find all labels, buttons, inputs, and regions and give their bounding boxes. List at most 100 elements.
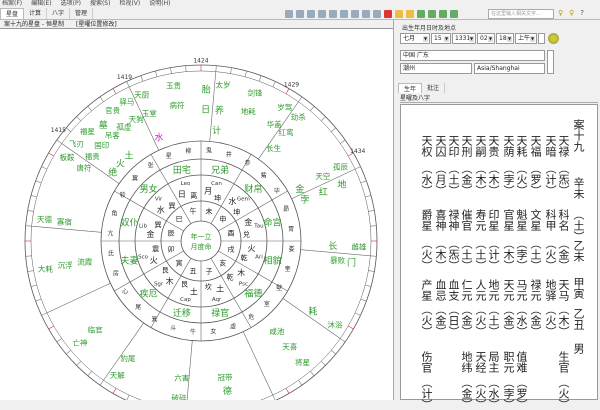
undo-icon[interactable] <box>395 10 403 18</box>
outer-star: 土 <box>124 150 133 162</box>
outer-star: 冠带 <box>217 373 232 382</box>
search-input[interactable]: 在这里输入相关文字... <box>488 9 554 19</box>
bazi-item: 案十九 <box>572 119 585 152</box>
palace-name: 相貌 <box>263 255 281 267</box>
zoom-out-icon[interactable] <box>428 10 436 18</box>
delete-icon[interactable] <box>384 10 392 18</box>
calculate-button[interactable] <box>548 33 559 44</box>
year-select[interactable]: 1331 ▼ <box>452 33 476 44</box>
star-name: 喜神 <box>434 209 447 231</box>
main-tabs: 星盘 计算 八字 管理 <box>0 8 600 20</box>
menu-options[interactable]: 选项(P) <box>60 0 81 7</box>
astrology-wheel[interactable]: 14241429143414191415Can月坤未兄弟Gem水坤申财帛Tau金… <box>0 29 394 400</box>
tab-notes[interactable]: 批注 <box>422 83 446 93</box>
degree-tick <box>27 210 34 212</box>
country-select[interactable]: 中国 广东 <box>400 50 545 61</box>
edit-positions-link[interactable]: [星曜位置修改] <box>75 21 117 28</box>
cut-icon[interactable] <box>362 10 370 18</box>
degree-tick <box>41 166 48 170</box>
tab-manage[interactable]: 管理 <box>70 8 94 19</box>
day-select[interactable]: 15 ▼ <box>431 33 451 44</box>
center-text-line1: 年一立 <box>191 232 212 241</box>
lunar-mansion: 昴 <box>283 206 289 213</box>
bulb2-icon[interactable]: ♀ <box>569 9 575 17</box>
timezone-select[interactable]: Asia/Shanghai <box>474 63 545 74</box>
star-name: 仁元 <box>460 279 473 301</box>
menu-view[interactable]: 检视(V) <box>119 0 141 7</box>
preview-icon[interactable] <box>318 10 326 18</box>
menu-file[interactable]: 档案(F) <box>2 0 23 7</box>
star-name: 爵星 <box>420 209 433 231</box>
degree-tick <box>368 210 375 212</box>
bulb-icon[interactable]: ♀ <box>558 9 564 17</box>
outer-sector-line <box>186 340 193 400</box>
bazi-item: （土） <box>572 209 585 242</box>
outer-star: 玉堂 <box>142 108 157 118</box>
degree-tick <box>185 65 187 72</box>
degree-tick <box>112 388 117 394</box>
help-icon[interactable]: ? <box>580 9 584 17</box>
lunar-mansion: 娄 <box>289 245 295 253</box>
star-name: 科名 <box>557 209 570 231</box>
redo-icon[interactable] <box>406 10 414 18</box>
open-icon[interactable] <box>296 10 304 18</box>
earthly-branch: 未 <box>206 207 213 216</box>
outer-star: 太岁 <box>215 79 230 89</box>
chart-icon[interactable] <box>450 10 458 18</box>
location-spinner[interactable] <box>547 50 554 74</box>
tab-chart[interactable]: 星盘 <box>0 8 25 19</box>
save-icon[interactable] <box>307 10 315 18</box>
planet-label: 水 <box>157 205 165 215</box>
zoom-fit-icon[interactable] <box>439 10 447 18</box>
star-element: （土） <box>460 238 473 271</box>
menu-edit[interactable]: 编辑(E) <box>31 0 52 7</box>
degree-tick <box>48 152 54 157</box>
star-name: 禄神 <box>447 209 460 231</box>
star-name: 血忌 <box>434 279 447 301</box>
zodiac-sign: Psc <box>239 282 248 288</box>
earthly-branch: 戌 <box>227 245 234 254</box>
star-name: 寿元 <box>474 209 487 231</box>
ampm-select[interactable]: 上午 ▼ <box>515 33 537 44</box>
menu-help[interactable]: 说明(H) <box>149 0 171 7</box>
print-icon[interactable] <box>329 10 337 18</box>
city-select[interactable]: 潮州 <box>400 63 472 74</box>
star-element: （土） <box>447 163 460 196</box>
earthly-branch: 申 <box>219 215 226 224</box>
degree-tick <box>340 139 346 144</box>
outer-star: 劫杀 <box>291 111 306 121</box>
trigram-label: 乾 <box>226 272 233 281</box>
outer-sector-line <box>31 225 102 233</box>
degree-tick <box>320 116 326 122</box>
degree-tick <box>99 96 104 102</box>
outer-star: 门 <box>347 257 356 269</box>
trigram-label: 巽 <box>155 221 162 229</box>
degree-tick <box>365 195 372 198</box>
outer-star: 德 <box>223 385 232 397</box>
outer-star: 临官 <box>88 325 103 335</box>
zoom-in-icon[interactable] <box>417 10 425 18</box>
planet-label: 木 <box>166 276 174 286</box>
degree-tick <box>370 255 377 257</box>
star-element: （木） <box>502 238 515 271</box>
star-name: 天印 <box>447 135 460 157</box>
star-element: （孛） <box>502 377 515 410</box>
degree-tick <box>285 388 290 394</box>
minute-select[interactable]: 18 ▼ <box>496 33 514 44</box>
star-name: 产星 <box>420 279 433 301</box>
hour-select[interactable]: 02 ▼ <box>477 33 495 44</box>
tab-birth-year[interactable]: 生年 <box>398 83 423 93</box>
time-spinner[interactable] <box>538 33 545 44</box>
new-icon[interactable] <box>285 10 293 18</box>
month-select[interactable]: 七月 ▼ <box>400 33 430 44</box>
zodiac-sign: Can <box>211 181 222 187</box>
tab-bazi[interactable]: 八字 <box>47 8 71 19</box>
clipboard-icon[interactable] <box>373 10 381 18</box>
copy-icon[interactable] <box>340 10 348 18</box>
paste-icon[interactable] <box>351 10 359 18</box>
tab-calc[interactable]: 计算 <box>24 8 48 19</box>
degree-tick <box>76 360 82 366</box>
trigram-label: 巽 <box>169 202 176 210</box>
zodiac-sign: Gem <box>237 197 250 203</box>
menu-search[interactable]: 搜索(S) <box>89 0 111 7</box>
